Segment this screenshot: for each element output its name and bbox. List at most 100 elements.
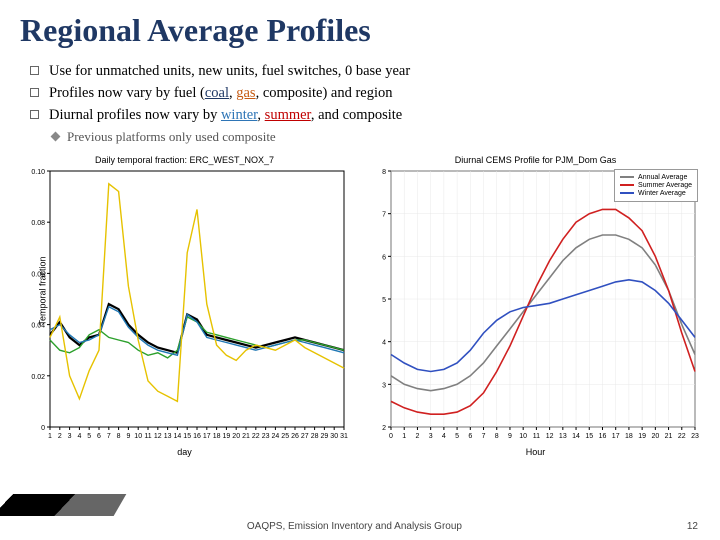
svg-text:2: 2	[415, 433, 419, 440]
svg-text:0.10: 0.10	[31, 169, 45, 176]
svg-text:22: 22	[678, 433, 686, 440]
svg-text:31: 31	[340, 433, 348, 440]
charts-row: Daily temporal fraction: ERC_WEST_NOX_7 …	[0, 149, 720, 477]
svg-text:21: 21	[242, 433, 250, 440]
chart-right-svg: 2345678012345678910111213141516171819202…	[363, 165, 703, 445]
svg-text:15: 15	[183, 433, 191, 440]
svg-text:11: 11	[533, 433, 540, 440]
svg-text:22: 22	[252, 433, 260, 440]
svg-text:23: 23	[691, 433, 699, 440]
svg-text:7: 7	[382, 212, 386, 219]
bullet-marker	[30, 88, 39, 97]
svg-text:18: 18	[625, 433, 633, 440]
svg-text:7: 7	[482, 433, 486, 440]
svg-text:19: 19	[638, 433, 646, 440]
chart-right-xlabel: Hour	[363, 447, 708, 457]
footer-accent	[0, 494, 126, 516]
svg-text:29: 29	[321, 433, 329, 440]
svg-text:6: 6	[382, 254, 386, 261]
svg-text:2: 2	[382, 425, 386, 432]
sub-bullet-marker	[51, 132, 61, 142]
svg-text:8: 8	[495, 433, 499, 440]
svg-text:14: 14	[174, 433, 182, 440]
svg-text:4: 4	[442, 433, 446, 440]
svg-text:5: 5	[87, 433, 91, 440]
svg-text:16: 16	[599, 433, 607, 440]
legend-label: Winter Average	[638, 190, 686, 197]
svg-text:30: 30	[330, 433, 338, 440]
svg-text:0.08: 0.08	[31, 220, 45, 227]
svg-text:12: 12	[154, 433, 162, 440]
svg-text:7: 7	[107, 433, 111, 440]
bullet-text: Diurnal profiles now vary by winter, sum…	[49, 105, 402, 126]
svg-text:27: 27	[301, 433, 309, 440]
svg-text:17: 17	[612, 433, 620, 440]
svg-text:12: 12	[546, 433, 554, 440]
svg-text:6: 6	[97, 433, 101, 440]
footer: OAQPS, Emission Inventory and Analysis G…	[0, 521, 720, 532]
legend-item: Winter Average	[620, 190, 692, 197]
svg-text:5: 5	[382, 297, 386, 304]
svg-text:3: 3	[429, 433, 433, 440]
svg-text:23: 23	[262, 433, 270, 440]
bullet-text: Use for unmatched units, new units, fuel…	[49, 61, 410, 82]
svg-text:0: 0	[41, 425, 45, 432]
svg-text:0: 0	[389, 433, 393, 440]
svg-text:21: 21	[665, 433, 673, 440]
svg-text:15: 15	[585, 433, 593, 440]
chart-left-title: Daily temporal fraction: ERC_WEST_NOX_7	[12, 155, 357, 165]
slide-title: Regional Average Profiles	[0, 0, 720, 57]
chart-right-title: Diurnal CEMS Profile for PJM_Dom Gas	[363, 155, 708, 165]
svg-text:8: 8	[382, 169, 386, 176]
svg-text:14: 14	[572, 433, 580, 440]
legend-swatch	[620, 192, 634, 194]
svg-text:10: 10	[134, 433, 142, 440]
svg-text:28: 28	[311, 433, 319, 440]
svg-text:19: 19	[223, 433, 231, 440]
svg-text:20: 20	[232, 433, 240, 440]
legend-label: Annual Average	[638, 174, 687, 181]
svg-text:1: 1	[48, 433, 52, 440]
page-number: 12	[687, 521, 698, 532]
svg-text:5: 5	[455, 433, 459, 440]
svg-text:1: 1	[402, 433, 406, 440]
bullet-text: Profiles now vary by fuel (coal, gas, co…	[49, 83, 393, 104]
footer-text: OAQPS, Emission Inventory and Analysis G…	[247, 521, 462, 532]
legend-swatch	[620, 176, 634, 178]
svg-text:3: 3	[382, 382, 386, 389]
bullet-marker	[30, 110, 39, 119]
bullet-item: Profiles now vary by fuel (coal, gas, co…	[30, 83, 690, 104]
svg-text:17: 17	[203, 433, 211, 440]
svg-text:18: 18	[213, 433, 221, 440]
chart-left-ylabel: Temporal fraction	[38, 256, 48, 325]
svg-text:11: 11	[144, 433, 151, 440]
svg-text:6: 6	[468, 433, 472, 440]
chart-left: Daily temporal fraction: ERC_WEST_NOX_7 …	[12, 155, 357, 477]
svg-text:8: 8	[117, 433, 121, 440]
chart-right: Diurnal CEMS Profile for PJM_Dom Gas 234…	[363, 155, 708, 477]
svg-text:4: 4	[77, 433, 81, 440]
svg-text:16: 16	[193, 433, 201, 440]
bullet-item: Use for unmatched units, new units, fuel…	[30, 61, 690, 82]
legend-item: Annual Average	[620, 174, 692, 181]
svg-text:2: 2	[58, 433, 62, 440]
svg-text:4: 4	[382, 340, 386, 347]
svg-text:3: 3	[68, 433, 72, 440]
svg-text:24: 24	[272, 433, 280, 440]
svg-text:9: 9	[126, 433, 130, 440]
chart-left-xlabel: day	[12, 447, 357, 457]
legend-item: Summer Average	[620, 182, 692, 189]
svg-text:20: 20	[651, 433, 659, 440]
sub-bullet: Previous platforms only used composite	[52, 128, 690, 147]
bullet-marker	[30, 66, 39, 75]
bullet-item: Diurnal profiles now vary by winter, sum…	[30, 105, 690, 126]
svg-text:26: 26	[291, 433, 299, 440]
sub-bullet-text: Previous platforms only used composite	[67, 128, 276, 147]
svg-text:13: 13	[559, 433, 567, 440]
svg-text:25: 25	[281, 433, 289, 440]
legend-label: Summer Average	[638, 182, 692, 189]
svg-text:13: 13	[164, 433, 172, 440]
chart-left-svg: 00.020.040.060.080.101234567891011121314…	[12, 165, 352, 445]
chart-right-legend: Annual AverageSummer AverageWinter Avera…	[614, 169, 698, 202]
bullet-list: Use for unmatched units, new units, fuel…	[0, 57, 720, 149]
